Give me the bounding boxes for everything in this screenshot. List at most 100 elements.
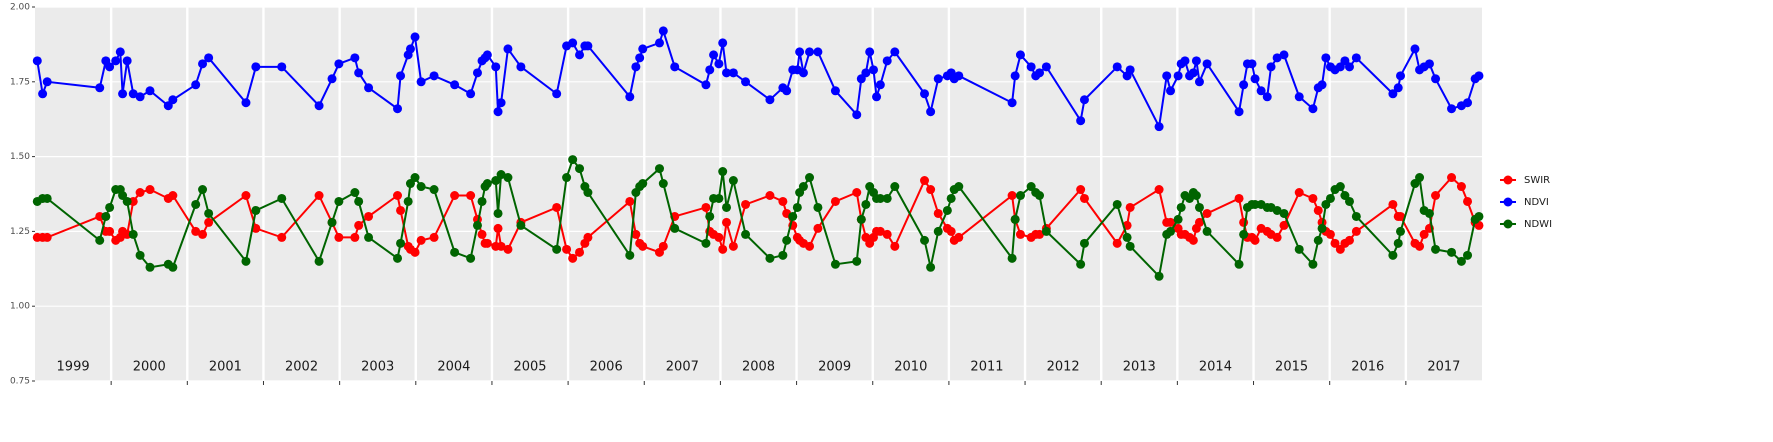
data-point [1262,92,1272,102]
data-point [1396,211,1406,221]
data-point [625,92,635,102]
data-point [410,32,420,42]
data-point [1079,238,1089,248]
data-point [778,250,788,260]
data-point [1112,62,1122,72]
year-label: 2012 [1047,360,1080,375]
data-point [778,196,788,206]
data-point [890,182,900,192]
data-point [765,95,775,105]
data-point [482,238,492,248]
data-point [1463,250,1473,260]
data-point [926,107,936,117]
data-point [741,77,751,87]
data-point [813,202,823,212]
data-point [788,211,798,221]
data-point [1234,193,1244,203]
data-point [135,188,145,198]
data-point [1007,98,1017,108]
year-label: 2016 [1351,360,1384,375]
data-point [1456,182,1466,192]
data-point [805,241,815,251]
data-point [491,176,501,186]
data-point [805,47,815,57]
data-point [168,262,178,272]
data-point [450,190,460,200]
data-point [868,65,878,75]
data-point [482,179,492,189]
data-point [654,38,664,48]
data-point [1076,185,1086,195]
data-point [670,223,680,233]
year-label: 2009 [818,360,851,375]
data-point [364,232,374,242]
data-point [1272,53,1282,63]
data-point [1112,199,1122,209]
data-point [314,190,324,200]
data-point [1166,86,1176,96]
data-point [1079,95,1089,105]
year-label: 2004 [437,360,470,375]
data-point [1154,122,1164,132]
data-point [705,65,715,75]
data-point [1424,59,1434,69]
data-point [393,104,403,114]
data-point [396,71,406,81]
data-point [718,38,728,48]
data-point [354,220,364,230]
data-point [1279,208,1289,218]
data-point [1173,214,1183,224]
data-point [1035,229,1045,239]
data-point [1474,211,1484,221]
data-point [1250,74,1260,84]
data-point [241,190,251,200]
data-point [813,47,823,57]
year-label: 2008 [742,360,775,375]
data-point [1330,238,1340,248]
y-tick-label: 1.75 [10,77,30,87]
data-point [354,196,364,206]
data-point [722,217,732,227]
data-point [1294,244,1304,254]
data-point [496,241,506,251]
data-point [429,71,439,81]
data-point [191,199,201,209]
data-point [830,86,840,96]
data-point [714,59,724,69]
data-point [701,238,711,248]
data-point [1410,44,1420,54]
data-point [1125,202,1135,212]
data-point [1154,185,1164,195]
data-point [1388,199,1398,209]
data-point [122,56,132,66]
data-point [1335,182,1345,192]
data-point [875,80,885,90]
data-point [496,170,506,180]
data-point [1015,229,1025,239]
data-point [191,80,201,90]
data-point [145,185,155,195]
data-point [466,89,476,99]
data-point [145,262,155,272]
data-point [1173,71,1183,81]
data-point [1035,68,1045,78]
data-point [503,244,513,254]
data-point [405,44,415,54]
data-point [38,89,48,99]
year-label: 2013 [1123,360,1156,375]
data-point [1351,226,1361,236]
data-point [890,241,900,251]
data-point [1234,259,1244,269]
data-point [334,59,344,69]
data-point [875,226,885,236]
data-point [198,59,208,69]
data-point [364,83,374,93]
data-point [635,53,645,63]
data-point [1415,173,1425,183]
data-point [1279,50,1289,60]
data-point [128,89,138,99]
y-tick-label: 1.00 [10,302,30,312]
data-point [1431,74,1441,84]
data-point [805,173,815,183]
data-point [583,188,593,198]
